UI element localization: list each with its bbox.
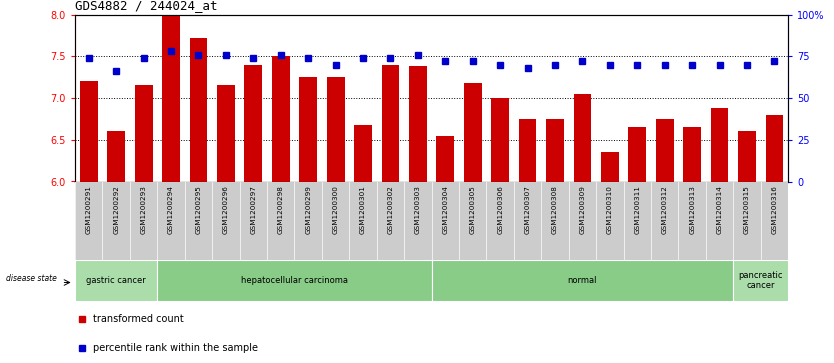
Bar: [733, 260, 788, 301]
Bar: [711, 108, 728, 182]
Bar: [272, 56, 289, 182]
Text: GSM1200296: GSM1200296: [223, 185, 229, 234]
Text: normal: normal: [568, 276, 597, 285]
Text: GSM1200303: GSM1200303: [414, 185, 421, 234]
Text: pancreatic
cancer: pancreatic cancer: [738, 271, 783, 290]
Text: transformed count: transformed count: [93, 314, 183, 323]
Bar: [546, 119, 564, 182]
Bar: [656, 119, 674, 182]
Text: GSM1200316: GSM1200316: [771, 185, 777, 234]
Bar: [491, 98, 509, 182]
Text: GSM1200309: GSM1200309: [580, 185, 585, 234]
Bar: [158, 260, 432, 301]
Bar: [601, 152, 619, 182]
Bar: [327, 77, 344, 182]
Text: GSM1200304: GSM1200304: [442, 185, 449, 234]
Text: GSM1200308: GSM1200308: [552, 185, 558, 234]
Text: GSM1200314: GSM1200314: [716, 185, 722, 234]
Text: GSM1200312: GSM1200312: [661, 185, 668, 234]
Text: GSM1200315: GSM1200315: [744, 185, 750, 234]
Text: GSM1200306: GSM1200306: [497, 185, 503, 234]
Text: gastric cancer: gastric cancer: [87, 276, 146, 285]
Text: GSM1200293: GSM1200293: [141, 185, 147, 234]
Bar: [464, 83, 482, 182]
Text: GSM1200313: GSM1200313: [689, 185, 696, 234]
Text: GSM1200301: GSM1200301: [360, 185, 366, 234]
Bar: [354, 125, 372, 182]
Bar: [108, 131, 125, 182]
Text: GSM1200311: GSM1200311: [635, 185, 641, 234]
Text: percentile rank within the sample: percentile rank within the sample: [93, 343, 258, 352]
Text: GSM1200292: GSM1200292: [113, 185, 119, 234]
Bar: [162, 15, 180, 182]
Bar: [244, 65, 262, 182]
Text: GDS4882 / 244024_at: GDS4882 / 244024_at: [75, 0, 218, 12]
Text: GSM1200310: GSM1200310: [607, 185, 613, 234]
Text: GSM1200291: GSM1200291: [86, 185, 92, 234]
Text: GSM1200295: GSM1200295: [195, 185, 202, 234]
Bar: [409, 66, 427, 182]
Text: GSM1200305: GSM1200305: [470, 185, 475, 234]
Bar: [217, 85, 235, 182]
Bar: [574, 94, 591, 182]
Bar: [766, 115, 783, 182]
Bar: [432, 260, 733, 301]
Bar: [189, 38, 208, 182]
Text: GSM1200302: GSM1200302: [388, 185, 394, 234]
Text: GSM1200294: GSM1200294: [168, 185, 174, 234]
Bar: [738, 131, 756, 182]
Bar: [299, 77, 317, 182]
Text: disease state: disease state: [6, 274, 57, 283]
Text: GSM1200297: GSM1200297: [250, 185, 256, 234]
Bar: [436, 136, 455, 182]
Bar: [80, 81, 98, 182]
Text: GSM1200300: GSM1200300: [333, 185, 339, 234]
Text: GSM1200299: GSM1200299: [305, 185, 311, 234]
Bar: [519, 119, 536, 182]
Bar: [135, 85, 153, 182]
Bar: [683, 127, 701, 182]
Bar: [75, 260, 158, 301]
Bar: [381, 65, 399, 182]
Bar: [628, 127, 646, 182]
Text: hepatocellular carcinoma: hepatocellular carcinoma: [241, 276, 348, 285]
Text: GSM1200307: GSM1200307: [525, 185, 530, 234]
Text: GSM1200298: GSM1200298: [278, 185, 284, 234]
